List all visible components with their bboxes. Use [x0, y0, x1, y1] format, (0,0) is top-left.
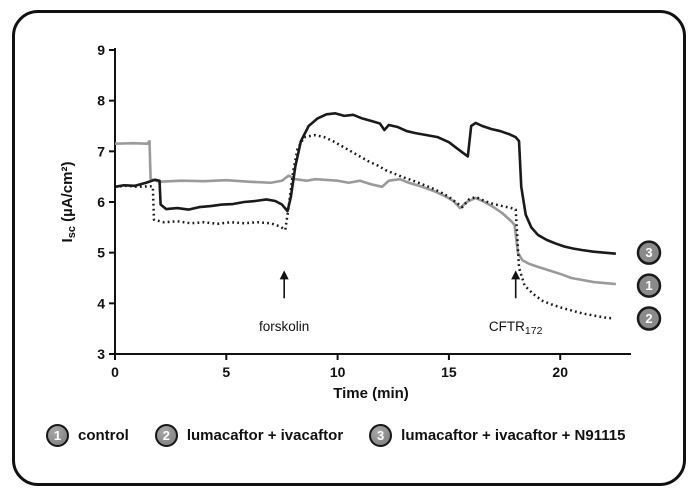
x-tick-label: 0 — [111, 364, 119, 380]
y-tick-label: 5 — [97, 245, 105, 261]
y-axis-title: Isc (µA/cm²) — [59, 162, 78, 243]
x-axis-title: Time (min) — [333, 385, 409, 402]
legend-item-lumacaftor-ivacaftor-n91115: 3 lumacaftor + ivacaftor + N91115 — [369, 424, 625, 447]
legend-item-lumacaftor-ivacaftor: 2 lumacaftor + ivacaftor — [154, 424, 344, 447]
y-tick-label: 4 — [97, 295, 105, 311]
x-tick-label: 5 — [222, 364, 230, 380]
x-tick-label: 20 — [552, 364, 568, 380]
y-tick-label: 8 — [97, 93, 105, 109]
series-2-end-badge — [636, 306, 662, 331]
chart-area: 3 4 5 6 7 8 9 0 5 10 15 20 Time (min) Isc (µA/cm²) for… — [57, 36, 677, 409]
legend-badge-2: 2 — [154, 424, 178, 447]
y-tick-label: 3 — [97, 346, 105, 362]
legend-label-control: control — [78, 427, 129, 444]
annotation-arrow-head — [511, 270, 521, 280]
series-3-end-badge — [636, 240, 662, 265]
annotation-label: forskolin — [259, 319, 309, 334]
series-2-end-badge-number: 2 — [645, 311, 652, 326]
x-tick-label: 10 — [330, 364, 346, 380]
x-tick-label: 15 — [441, 364, 457, 380]
y-tick-label: 6 — [97, 194, 105, 210]
series-1-end-badge-number: 1 — [645, 278, 652, 293]
isc-line-chart: 3 4 5 6 7 8 9 0 5 10 15 20 Time (min) Isc (µA/cm²) for… — [59, 42, 662, 402]
annotation-arrow-head — [279, 270, 289, 280]
series-3-end-badge-number: 3 — [645, 245, 652, 260]
annotation-label: CFTR172 — [489, 319, 543, 337]
legend: 1 control 2 lumacaftor + ivacaftor 3 lum… — [46, 424, 625, 447]
series-2-line — [114, 133, 614, 320]
series-1-line — [114, 139, 616, 286]
series-1-end-badge — [636, 273, 662, 298]
legend-item-control: 1 control — [46, 424, 129, 447]
y-tick-label: 7 — [97, 143, 105, 159]
y-tick-label: 9 — [97, 42, 105, 58]
legend-badge-3: 3 — [369, 424, 393, 447]
series-3-line — [114, 112, 616, 255]
legend-badge-1: 1 — [46, 424, 69, 447]
legend-label-lumacaftor-ivacaftor-n91115: lumacaftor + ivacaftor + N91115 — [401, 427, 626, 444]
legend-label-lumacaftor-ivacaftor: lumacaftor + ivacaftor — [186, 427, 344, 444]
